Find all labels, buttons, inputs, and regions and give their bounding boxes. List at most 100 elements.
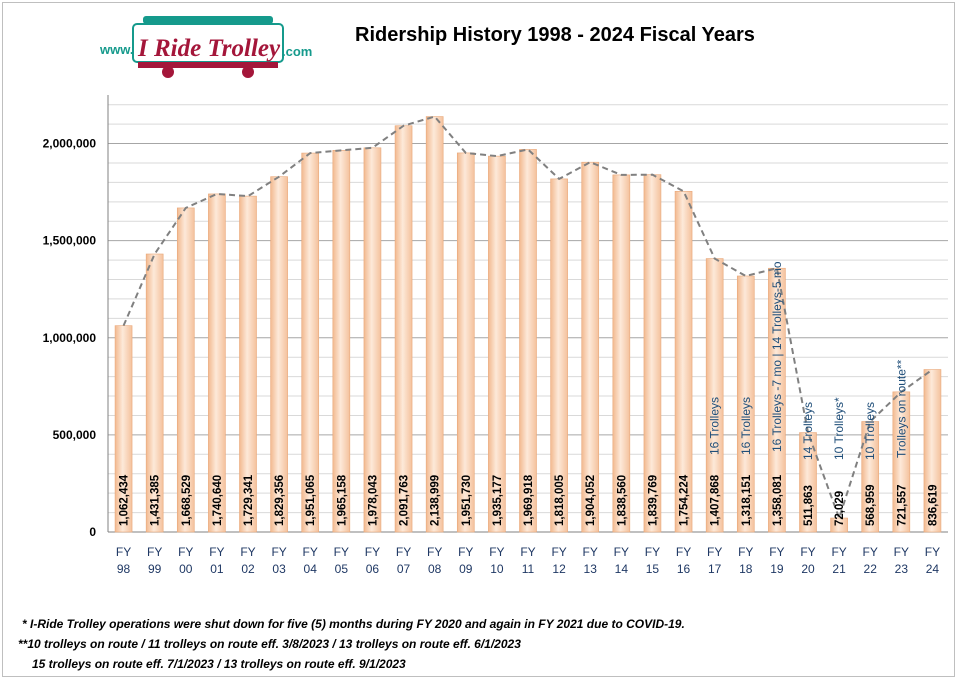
- data-label: 1,978,043: [367, 475, 379, 526]
- data-label: 568,959: [865, 484, 877, 526]
- x-tick-label: FY: [769, 545, 784, 559]
- trolley-annotation: 10 Trolleys*: [832, 397, 846, 460]
- x-tick-label: FY: [427, 545, 442, 559]
- x-tick-label-year: 18: [739, 562, 753, 576]
- y-tick-label: 0: [89, 525, 96, 539]
- x-tick-label: FY: [738, 545, 753, 559]
- data-label: 1,358,081: [772, 474, 784, 526]
- bar: [363, 147, 382, 533]
- x-tick-label-year: 07: [397, 562, 411, 576]
- logo-roof: [143, 16, 273, 24]
- data-label: 1,740,640: [212, 475, 224, 526]
- bar: [488, 155, 506, 533]
- x-tick-label: FY: [240, 545, 255, 559]
- trolley-annotation: 14 Trolleys: [801, 402, 815, 460]
- y-tick-label: 1,500,000: [43, 234, 97, 248]
- bar: [861, 421, 880, 533]
- data-label: 1,818,005: [554, 474, 566, 526]
- data-label: 1,318,151: [741, 474, 753, 526]
- bar: [239, 195, 257, 533]
- x-tick-label: FY: [863, 545, 878, 559]
- x-tick-label: FY: [271, 545, 286, 559]
- data-label: 1,951,065: [305, 474, 317, 526]
- x-tick-label-year: 99: [148, 562, 162, 576]
- x-tick-label: FY: [396, 545, 411, 559]
- x-tick-label: FY: [894, 545, 909, 559]
- x-tick-label-year: 20: [801, 562, 815, 576]
- brand-logo: www. I Ride Trolley .com: [99, 16, 312, 78]
- footnote-trolleys-1: **10 trolleys on route / 11 trolleys on …: [18, 637, 521, 651]
- bar: [581, 161, 600, 533]
- data-label: 1,951,730: [461, 475, 473, 526]
- x-tick-label: FY: [365, 545, 380, 559]
- x-tick-label: FY: [520, 545, 535, 559]
- x-tick-label: FY: [551, 545, 566, 559]
- x-tick-label-year: 12: [552, 562, 566, 576]
- bar: [425, 116, 444, 533]
- bar: [736, 275, 755, 533]
- x-tick-label: FY: [334, 545, 349, 559]
- trend-line: [122, 115, 934, 522]
- trolley-annotation: 10 Trolleys: [863, 402, 877, 460]
- x-tick-label: FY: [116, 545, 131, 559]
- x-tick-label-year: 14: [615, 562, 629, 576]
- data-label: 1,754,224: [679, 474, 691, 526]
- bar: [208, 193, 226, 533]
- data-label: 1,839,769: [647, 475, 659, 526]
- data-label: 1,062,434: [119, 474, 131, 526]
- x-tick-label: FY: [489, 545, 504, 559]
- x-tick-label-year: 22: [864, 562, 878, 576]
- data-label: 721,557: [896, 484, 908, 526]
- bar: [923, 369, 942, 533]
- x-tick-label-year: 04: [304, 562, 318, 576]
- x-tick-label: FY: [458, 545, 473, 559]
- x-tick-label-year: 19: [770, 562, 784, 576]
- x-tick-label: FY: [925, 545, 940, 559]
- bar: [145, 253, 164, 533]
- x-tick-label-year: 15: [646, 562, 660, 576]
- x-tick-label: FY: [583, 545, 598, 559]
- bar: [519, 149, 537, 533]
- x-tick-label-year: 98: [117, 562, 131, 576]
- data-label: 1,904,052: [585, 475, 597, 526]
- footnote-trolleys-2: 15 trolleys on route eff. 7/1/2023 / 13 …: [32, 657, 406, 671]
- x-tick-label: FY: [178, 545, 193, 559]
- ridership-chart: 0 500,000 1,000,000 1,500,000 2,000,000 1,062…: [43, 95, 948, 576]
- x-tick-label-year: 01: [210, 562, 224, 576]
- bar: [768, 267, 786, 533]
- data-label: 2,138,999: [430, 475, 442, 526]
- y-tick-label: 500,000: [53, 428, 97, 442]
- data-label: 1,431,385: [150, 474, 162, 526]
- data-label: 1,829,356: [274, 475, 286, 526]
- x-tick-label: FY: [614, 545, 629, 559]
- bar: [394, 125, 413, 533]
- data-label: 1,935,177: [492, 475, 504, 526]
- x-tick-label-year: 17: [708, 562, 722, 576]
- x-tick-label-year: 00: [179, 562, 193, 576]
- data-label: 1,407,868: [710, 474, 722, 526]
- x-tick-label: FY: [831, 545, 846, 559]
- x-tick-label-year: 21: [832, 562, 846, 576]
- bar: [332, 150, 351, 533]
- x-tick-label: FY: [800, 545, 815, 559]
- data-label: 1,729,341: [243, 474, 255, 526]
- data-label: 2,091,763: [399, 475, 411, 526]
- x-tick-label-year: 13: [584, 562, 598, 576]
- x-tick-label-year: 23: [895, 562, 909, 576]
- logo-wheel-left: [162, 66, 174, 78]
- data-label: 1,668,529: [181, 475, 193, 526]
- data-label: 1,838,560: [616, 475, 628, 526]
- y-tick-label: 2,000,000: [43, 137, 97, 151]
- x-tick-label-year: 16: [677, 562, 691, 576]
- logo-wheel-right: [242, 66, 254, 78]
- logo-brand: I Ride Trolley: [137, 35, 281, 62]
- bar: [674, 190, 693, 533]
- x-tick-label: FY: [676, 545, 691, 559]
- x-tick-label-year: 03: [272, 562, 286, 576]
- logo-suffix: .com: [282, 44, 312, 59]
- data-label: 511,863: [803, 485, 815, 526]
- x-tick-label-year: 24: [926, 562, 940, 576]
- data-label: 836,619: [927, 484, 939, 526]
- x-tick-label: FY: [147, 545, 162, 559]
- x-tick-label-year: 08: [428, 562, 442, 576]
